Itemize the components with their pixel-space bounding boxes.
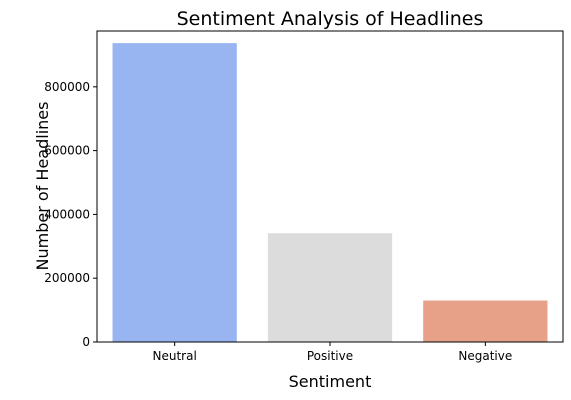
y-tick-label: 400000 — [44, 207, 90, 221]
bar-neutral — [112, 43, 237, 342]
y-tick-label: 200000 — [44, 271, 90, 285]
y-tick-label: 0 — [82, 335, 90, 349]
x-tick-label: Positive — [307, 349, 353, 363]
y-tick-label: 600000 — [44, 144, 90, 158]
bar-positive — [267, 233, 393, 342]
plot-frame — [96, 30, 564, 343]
x-tick-label: Negative — [458, 349, 512, 363]
x-axis-ticks: Neutral Positive Negative — [153, 342, 512, 363]
x-tick-label: Neutral — [153, 349, 197, 363]
x-axis-title: Sentiment — [289, 372, 372, 391]
bar-negative — [423, 300, 548, 342]
y-axis-title: Number of Headlines — [33, 102, 52, 271]
y-tick-label: 800000 — [44, 80, 90, 94]
chart-title: Sentiment Analysis of Headlines — [177, 8, 484, 30]
y-axis-ticks: 0 200000 400000 600000 800000 — [44, 80, 97, 349]
bars-group — [112, 43, 548, 342]
